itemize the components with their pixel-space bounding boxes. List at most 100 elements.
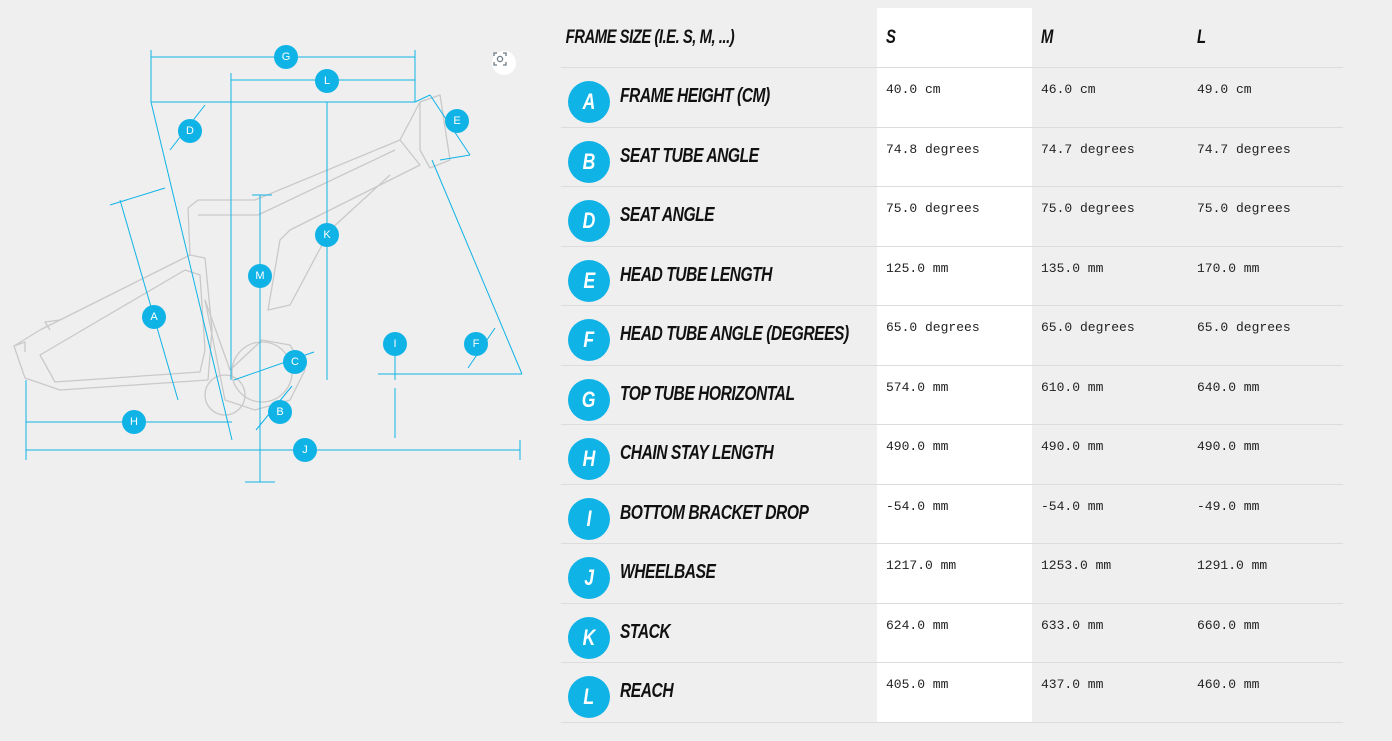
table-row: F Head tube angle (degrees) 65.0 degrees… xyxy=(561,306,1343,366)
marker-l: L xyxy=(315,69,339,93)
row-label: Head tube length xyxy=(620,263,772,286)
row-label: Stack xyxy=(620,620,671,643)
row-badge: F xyxy=(568,319,610,361)
badge-letter: H xyxy=(582,446,596,471)
row-label: Seat angle xyxy=(620,204,715,226)
value-l: 75.0 degrees xyxy=(1197,201,1291,216)
row-badge: E xyxy=(568,259,610,302)
row-badge: D xyxy=(568,200,610,242)
badge-letter: D xyxy=(582,208,596,233)
value-l: 490.0 mm xyxy=(1197,439,1260,454)
value-m: 437.0 mm xyxy=(1041,677,1104,692)
marker-b: B xyxy=(268,400,292,424)
row-badge: I xyxy=(568,497,610,540)
value-l: 640.0 mm xyxy=(1197,379,1260,395)
row-badge: G xyxy=(568,378,610,421)
badge-letter: I xyxy=(586,505,592,531)
value-m: -54.0 mm xyxy=(1041,498,1104,514)
marker-c: C xyxy=(283,350,307,374)
badge-letter: E xyxy=(583,267,595,293)
value-l: 74.7 degrees xyxy=(1197,141,1291,157)
value-m: 65.0 degrees xyxy=(1041,320,1135,335)
row-label: Wheelbase xyxy=(620,561,716,583)
row-badge: H xyxy=(568,438,610,480)
value-s: 490.0 mm xyxy=(886,439,949,454)
table-row: I Bottom bracket drop -54.0 mm -54.0 mm … xyxy=(561,485,1343,544)
table-row: G Top tube horizontal 574.0 mm 610.0 mm … xyxy=(561,366,1343,425)
header-size-l: L xyxy=(1197,27,1206,48)
marker-f: F xyxy=(464,332,488,356)
row-label: Head tube angle (degrees) xyxy=(620,323,849,345)
table-row: B Seat tube angle 74.8 degrees 74.7 degr… xyxy=(561,128,1343,187)
badge-letter: G xyxy=(582,386,596,412)
table-row: L Reach 405.0 mm 437.0 mm 460.0 mm xyxy=(561,663,1343,723)
geometry-diagram: G L D E K M A I F C B H J xyxy=(0,0,540,741)
table-row: J Wheelbase 1217.0 mm 1253.0 mm 1291.0 m… xyxy=(561,544,1343,604)
header-size-m: M xyxy=(1041,27,1053,48)
geometry-table: Frame size (i.e. S, M, ...) S M L A Fram… xyxy=(561,8,1343,723)
header-size-s: S xyxy=(886,27,896,48)
value-m: 633.0 mm xyxy=(1041,617,1104,633)
marker-m: M xyxy=(248,264,272,288)
row-label: Reach xyxy=(620,680,674,702)
table-row: H Chain stay length 490.0 mm 490.0 mm 49… xyxy=(561,425,1343,485)
row-label: Chain stay length xyxy=(620,442,774,464)
row-label: Bottom bracket drop xyxy=(620,501,809,524)
value-s: 1217.0 mm xyxy=(886,558,957,573)
value-l: 460.0 mm xyxy=(1197,677,1260,692)
value-l: 170.0 mm xyxy=(1197,260,1260,276)
table-row: D Seat angle 75.0 degrees 75.0 degrees 7… xyxy=(561,187,1343,247)
badge-letter: A xyxy=(582,89,596,114)
marker-g: G xyxy=(274,45,298,69)
table-row: E Head tube length 125.0 mm 135.0 mm 170… xyxy=(561,247,1343,306)
value-m: 75.0 degrees xyxy=(1041,201,1135,216)
marker-d: D xyxy=(178,119,202,143)
focus-scan-icon xyxy=(493,52,507,66)
value-l: 65.0 degrees xyxy=(1197,320,1291,335)
table-row: A Frame height (cm) 40.0 cm 46.0 cm 49.0… xyxy=(561,68,1343,128)
value-s: 574.0 mm xyxy=(886,379,949,395)
marker-e: E xyxy=(445,109,469,133)
marker-i: I xyxy=(383,332,407,356)
table-header-row: Frame size (i.e. S, M, ...) S M L xyxy=(561,8,1343,68)
marker-h: H xyxy=(122,410,146,434)
value-m: 46.0 cm xyxy=(1041,82,1096,97)
value-m: 1253.0 mm xyxy=(1041,558,1112,573)
badge-letter: L xyxy=(583,684,595,709)
row-label: Seat tube angle xyxy=(620,144,759,167)
marker-k: K xyxy=(315,223,339,247)
marker-a: A xyxy=(142,305,166,329)
header-frame-size: Frame size (i.e. S, M, ...) xyxy=(565,27,735,48)
value-m: 490.0 mm xyxy=(1041,439,1104,454)
badge-letter: J xyxy=(584,565,594,590)
row-label: Frame height (cm) xyxy=(620,85,770,107)
badge-letter: F xyxy=(583,327,595,352)
value-l: 660.0 mm xyxy=(1197,617,1260,633)
value-s: 74.8 degrees xyxy=(886,141,980,157)
value-s: -54.0 mm xyxy=(886,498,949,514)
marker-j: J xyxy=(293,438,317,462)
value-s: 75.0 degrees xyxy=(886,201,980,216)
value-s: 65.0 degrees xyxy=(886,320,980,335)
value-s: 125.0 mm xyxy=(886,260,949,276)
row-badge: B xyxy=(568,140,610,183)
value-m: 135.0 mm xyxy=(1041,260,1104,276)
table-row: K Stack 624.0 mm 633.0 mm 660.0 mm xyxy=(561,604,1343,663)
badge-letter: K xyxy=(582,624,596,650)
row-badge: K xyxy=(568,616,610,659)
value-s: 405.0 mm xyxy=(886,677,949,692)
value-l: 1291.0 mm xyxy=(1197,558,1268,573)
row-badge: A xyxy=(568,81,610,123)
row-badge: J xyxy=(568,557,610,599)
value-s: 624.0 mm xyxy=(886,617,949,633)
row-badge: L xyxy=(568,676,610,718)
zoom-button[interactable] xyxy=(492,51,516,75)
value-l: 49.0 cm xyxy=(1197,82,1252,97)
value-m: 610.0 mm xyxy=(1041,379,1104,395)
value-s: 40.0 cm xyxy=(886,82,941,97)
badge-letter: B xyxy=(582,148,596,174)
value-m: 74.7 degrees xyxy=(1041,141,1135,157)
row-label: Top tube horizontal xyxy=(620,382,795,405)
value-l: -49.0 mm xyxy=(1197,498,1260,514)
